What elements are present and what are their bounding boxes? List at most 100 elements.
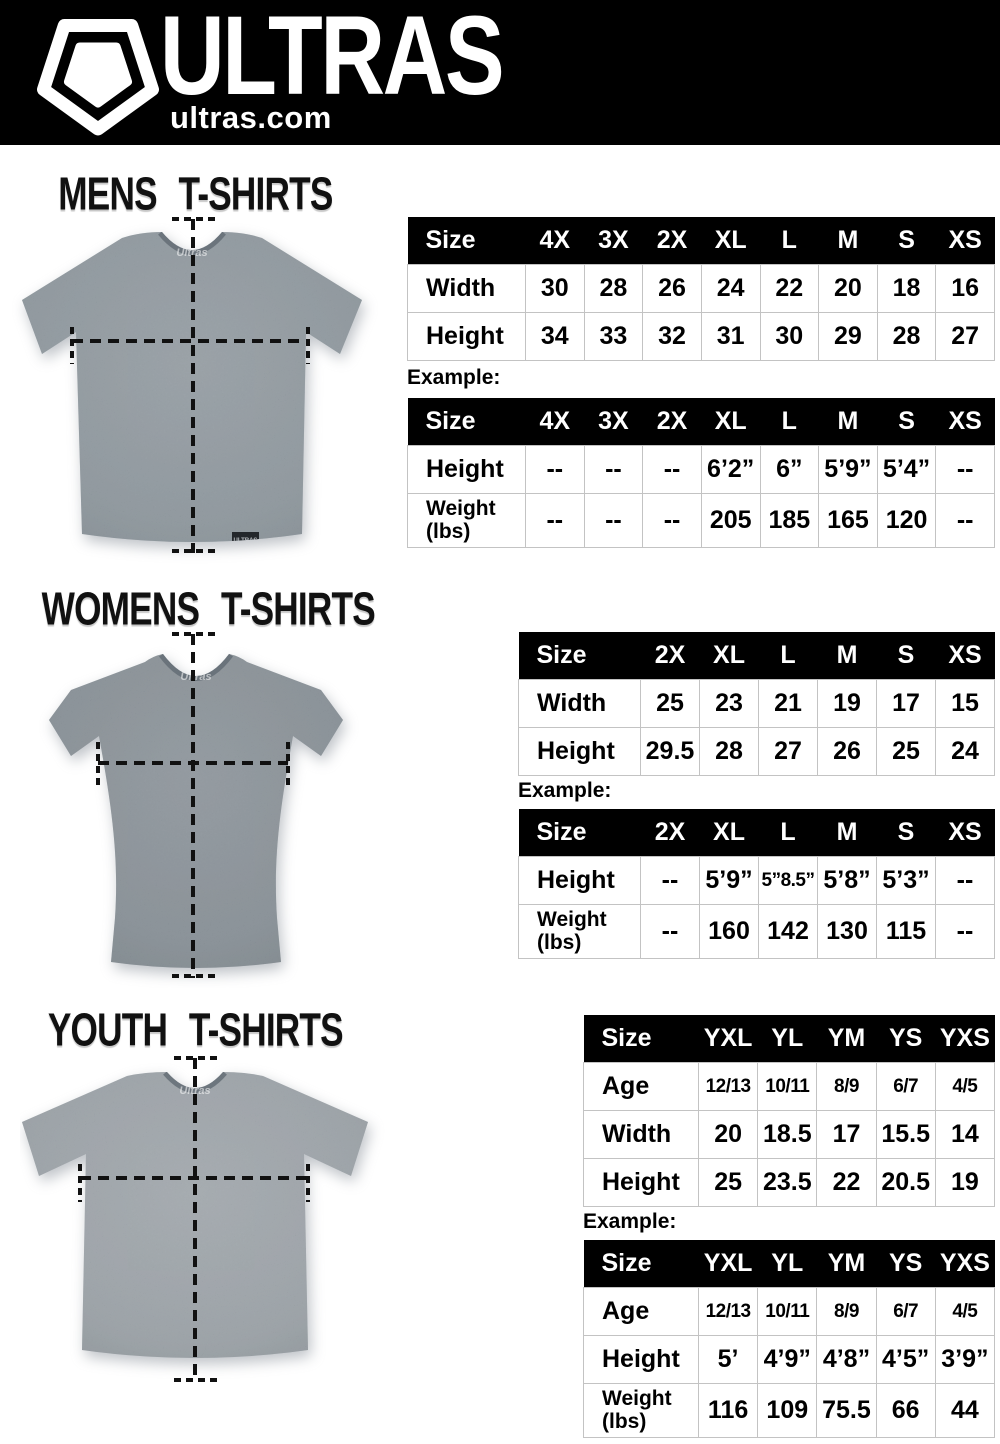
- col-header: YS: [876, 1240, 936, 1288]
- row-label: Age: [583, 1287, 699, 1336]
- col-header: YXL: [698, 1240, 758, 1288]
- table-row: Height 29.5 28 27 26 25 24: [518, 727, 995, 776]
- cell: 30: [525, 264, 585, 313]
- youth-width-measure-line: [78, 1164, 310, 1202]
- mens-section-title: MENS T-SHIRTS: [57, 168, 333, 220]
- mens-tshirt-image: Ultras ULTRAS: [22, 217, 362, 553]
- cell: 18: [876, 264, 937, 313]
- cell: --: [640, 856, 700, 905]
- cell: --: [525, 493, 585, 548]
- cell: 6/7: [875, 1062, 936, 1111]
- cell: 28: [699, 727, 759, 776]
- table-row: Height -- 5’9” 5”8.5” 5’8” 5’3” --: [518, 856, 995, 905]
- row-label: Height: [583, 1335, 699, 1384]
- col-header: XS: [935, 809, 995, 857]
- cell: 28: [583, 264, 644, 313]
- brand-domain: ultras.com: [170, 100, 332, 135]
- cell: 20.5: [875, 1158, 936, 1207]
- cell: 8/9: [816, 1062, 877, 1111]
- cell: --: [935, 856, 995, 905]
- cell: 4/5: [934, 1287, 996, 1336]
- table-header-row: Size YXL YL YM YS YXS: [583, 1015, 995, 1063]
- col-header: YXS: [935, 1015, 995, 1063]
- col-header: YXL: [698, 1015, 758, 1063]
- col-header: Size: [518, 809, 641, 857]
- cell: 5’9”: [699, 856, 759, 905]
- col-header: L: [760, 217, 819, 265]
- col-header: YM: [816, 1015, 877, 1063]
- table-row: Width 25 23 21 19 17 15: [518, 679, 995, 728]
- header-bar: ULTRAS ultras.com: [0, 0, 1000, 145]
- col-header: L: [758, 809, 818, 857]
- mens-example-label: Example:: [407, 366, 501, 389]
- cell: --: [525, 445, 585, 494]
- cell: 15: [935, 679, 995, 728]
- cell: 23.5: [757, 1158, 818, 1207]
- table-row: Width 30 28 26 24 22 20 18 16: [407, 264, 995, 313]
- youth-example-label: Example:: [583, 1210, 677, 1233]
- col-header: YM: [816, 1240, 877, 1288]
- cell: 28: [876, 312, 937, 361]
- table-header-row: Size 2X XL L M S XS: [518, 809, 995, 857]
- cell: 31: [700, 312, 761, 361]
- cell: 5’8”: [817, 856, 877, 905]
- table-row: Height 25 23.5 22 20.5 19: [583, 1158, 996, 1207]
- col-header: Size: [407, 398, 526, 446]
- youth-height-measure-line: [174, 1056, 220, 1382]
- col-header: YS: [876, 1015, 936, 1063]
- womens-example-label: Example:: [518, 779, 612, 802]
- cell: 26: [642, 264, 702, 313]
- cell: --: [935, 493, 995, 548]
- cell: 5’: [697, 1335, 759, 1384]
- cell: 6/7: [875, 1287, 936, 1336]
- row-label: Weight (lbs): [583, 1383, 699, 1438]
- table-header-row: Size 4X 3X 2X XL L M S XS: [407, 398, 995, 446]
- womens-tshirt-image: Ultras: [49, 632, 343, 978]
- svg-text:Ultras: Ultras: [176, 247, 207, 259]
- table-row: Age 12/13 10/11 8/9 6/7 4/5: [583, 1062, 996, 1111]
- col-header: L: [758, 632, 818, 680]
- col-header: Size: [583, 1240, 699, 1288]
- col-header: 2X: [640, 632, 700, 680]
- cell: 185: [759, 493, 820, 548]
- table-header-row: Size 2X XL L M S XS: [518, 632, 995, 680]
- table-header-row: Size YXL YL YM YS YXS: [583, 1240, 995, 1288]
- cell: 25: [640, 679, 700, 728]
- mens-size-table: Size 4X 3X 2X XL L M S XS Width 30 28 26…: [407, 217, 995, 361]
- col-header: XS: [935, 217, 995, 265]
- table-row: Height 5’ 4’9” 4’8” 4’5” 3’9”: [583, 1335, 996, 1384]
- cell: 142: [758, 904, 818, 959]
- row-label: Height: [518, 727, 641, 776]
- brand-name: ULTRAS: [160, 0, 505, 118]
- col-header: S: [877, 217, 936, 265]
- mens-example-table: Size 4X 3X 2X XL L M S XS Height -- -- -…: [407, 398, 995, 548]
- cell: 20: [818, 264, 878, 313]
- col-header: L: [760, 398, 819, 446]
- cell: 23: [699, 679, 759, 728]
- cell: 44: [934, 1383, 996, 1438]
- cell: --: [935, 904, 995, 959]
- table-row: Height 34 33 32 31 30 29 28 27: [407, 312, 995, 361]
- cell: 4/5: [934, 1062, 996, 1111]
- col-header: M: [818, 398, 878, 446]
- cell: 12/13: [697, 1062, 759, 1111]
- col-header: S: [877, 398, 936, 446]
- cell: --: [642, 493, 702, 548]
- cell: 4’8”: [816, 1335, 877, 1384]
- cell: 24: [935, 727, 995, 776]
- col-header: M: [818, 217, 878, 265]
- row-label: Height: [407, 312, 526, 361]
- row-label: Age: [583, 1062, 699, 1111]
- row-label: Width: [518, 679, 641, 728]
- cell: 17: [876, 679, 936, 728]
- cell: 16: [935, 264, 995, 313]
- col-header: 2X: [642, 398, 702, 446]
- cell: 120: [876, 493, 937, 548]
- col-header: M: [817, 632, 877, 680]
- table-row: Height -- -- -- 6’2” 6” 5’9” 5’4” --: [407, 445, 995, 494]
- col-header: YL: [757, 1015, 817, 1063]
- table-header-row: Size 4X 3X 2X XL L M S XS: [407, 217, 995, 265]
- col-header: XS: [935, 398, 995, 446]
- table-row: Width 20 18.5 17 15.5 14: [583, 1110, 996, 1159]
- cell: 27: [758, 727, 818, 776]
